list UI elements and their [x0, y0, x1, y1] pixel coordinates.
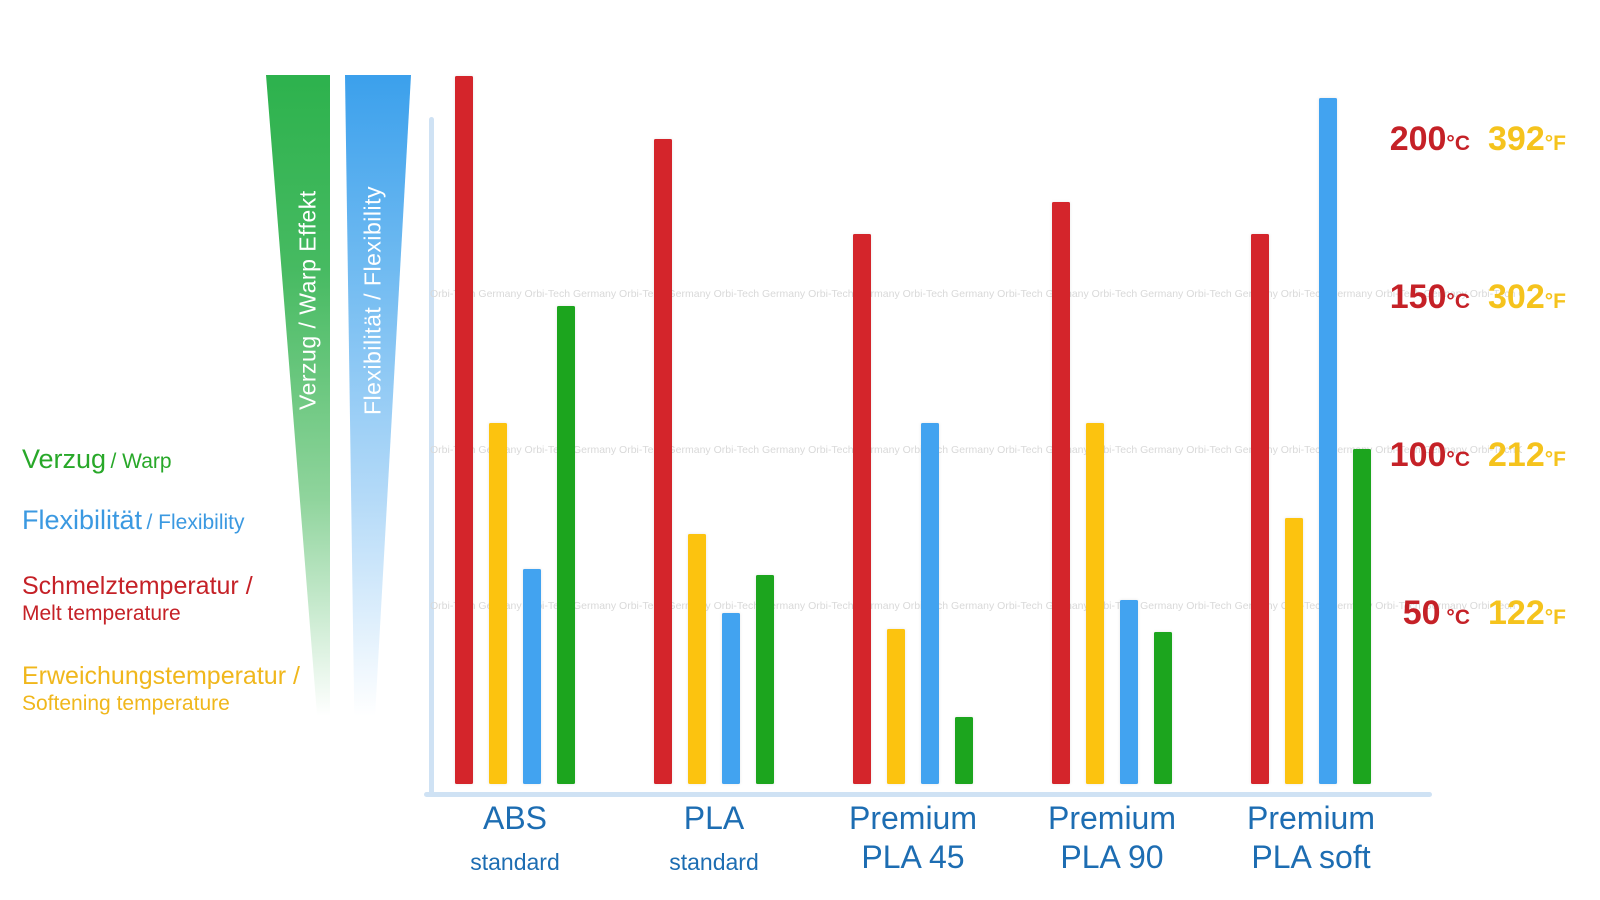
bar-premium-2-flexibility: [921, 423, 939, 784]
bar-abs-0-warp: [557, 306, 575, 784]
bar-premium-2-melt: [853, 233, 871, 784]
bar-premium-3-melt: [1052, 202, 1070, 784]
bar-premium-2-warp: [955, 717, 973, 784]
bar-premium-3-flexibility: [1120, 600, 1138, 784]
x-axis-line: [424, 792, 1432, 797]
category-label: Premium: [1246, 800, 1375, 836]
legend-melt-en: Melt temperature: [22, 602, 181, 625]
legend-flexibility-de: Flexibilität: [22, 505, 143, 535]
watermark-row: Orbi-Tech Germany Orbi-Tech Germany Orbi…: [430, 288, 1522, 300]
category-label: Premium: [848, 800, 977, 836]
y-tick-50c: 50 °C 122°F: [1368, 592, 1578, 634]
y-tick-celsius: 100°C: [1389, 436, 1470, 474]
bar-abs-0-softening: [489, 423, 507, 784]
bar-pla-1-melt: [654, 139, 672, 784]
bar-abs-0-melt: [455, 75, 473, 784]
y-tick-100c: 100°C 212°F: [1368, 434, 1578, 476]
category-label: Premium: [1047, 800, 1176, 836]
category-sublabel: PLA soft: [1251, 839, 1371, 875]
bar-premium-3-softening: [1086, 423, 1104, 784]
category-label: ABS: [482, 800, 548, 836]
bar-pla-1-flexibility: [722, 613, 740, 784]
category-label: PLA: [683, 800, 745, 836]
bar-abs-0-flexibility: [523, 568, 541, 784]
legend-warp: Verzug / Warp: [22, 444, 172, 475]
legend-softening-de: Erweichungstemperatur /: [22, 662, 300, 690]
y-tick-celsius: 200°C: [1389, 120, 1470, 158]
bar-premium-3-warp: [1154, 631, 1172, 784]
legend-softening-en: Softening temperature: [22, 692, 230, 715]
category-premium-pla-90: Premium PLA 90: [1002, 800, 1222, 874]
watermark-row: Orbi-Tech Germany Orbi-Tech Germany Orbi…: [430, 444, 1522, 456]
y-tick-150c: 150°C 302°F: [1368, 276, 1578, 318]
y-tick-fahrenheit: 302°F: [1488, 278, 1566, 316]
legend-warp-en: / Warp: [110, 450, 172, 473]
bar-premium-4-flexibility: [1319, 97, 1337, 784]
bar-premium-4-melt: [1251, 233, 1269, 784]
bar-premium-4-warp: [1353, 448, 1371, 784]
y-tick-celsius: 150°C: [1389, 278, 1470, 316]
category-sublabel: PLA 45: [861, 839, 965, 875]
bar-pla-1-softening: [688, 534, 706, 784]
y-tick-fahrenheit: 392°F: [1488, 120, 1566, 158]
y-tick-celsius: 50 °C: [1402, 594, 1470, 632]
bar-pla-1-warp: [756, 575, 774, 784]
legend-melt-de: Schmelztemperatur /: [22, 572, 253, 600]
legend-flexibility: Flexibilität / Flexibility: [22, 505, 245, 536]
flexibility-wedge-label: Flexibilität / Flexibility: [359, 186, 386, 416]
legend-warp-de: Verzug: [22, 444, 107, 474]
category-sublabel: PLA 90: [1060, 839, 1164, 875]
category-sublabel: standard: [669, 849, 759, 875]
legend-softening-temperature: Erweichungstemperatur / Softening temper…: [22, 662, 300, 717]
category-premium-pla-45: Premium PLA 45: [803, 800, 1023, 874]
y-tick-fahrenheit: 212°F: [1488, 436, 1566, 474]
bar-premium-4-softening: [1285, 518, 1303, 784]
category-premium-pla-soft: Premium PLA soft: [1201, 800, 1421, 874]
legend-melt-temperature: Schmelztemperatur / Melt temperature: [22, 572, 253, 627]
legend-flexibility-en: / Flexibility: [146, 511, 245, 534]
warp-wedge-label: Verzug / Warp Effekt: [294, 190, 321, 410]
bar-premium-2-softening: [887, 628, 905, 784]
y-tick-200c: 200°C 392°F: [1368, 118, 1578, 160]
category-sublabel: standard: [470, 849, 560, 875]
category-abs: ABS standard: [405, 800, 625, 879]
category-pla: PLA standard: [604, 800, 824, 879]
y-axis-line: [429, 117, 434, 795]
y-tick-fahrenheit: 122°F: [1488, 594, 1566, 632]
